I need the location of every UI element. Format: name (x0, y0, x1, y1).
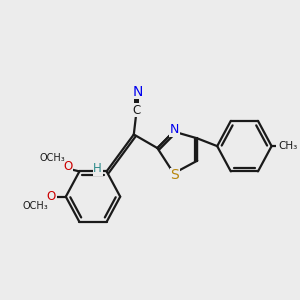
Text: N: N (170, 123, 179, 136)
Text: O: O (63, 160, 72, 173)
Text: OCH₃: OCH₃ (39, 153, 65, 163)
Text: S: S (170, 168, 179, 182)
Text: OCH₃: OCH₃ (23, 201, 49, 212)
Text: C: C (132, 104, 141, 117)
Text: CH₃: CH₃ (278, 141, 298, 151)
Text: H: H (93, 162, 102, 175)
Text: N: N (132, 85, 142, 99)
Text: O: O (47, 190, 56, 203)
